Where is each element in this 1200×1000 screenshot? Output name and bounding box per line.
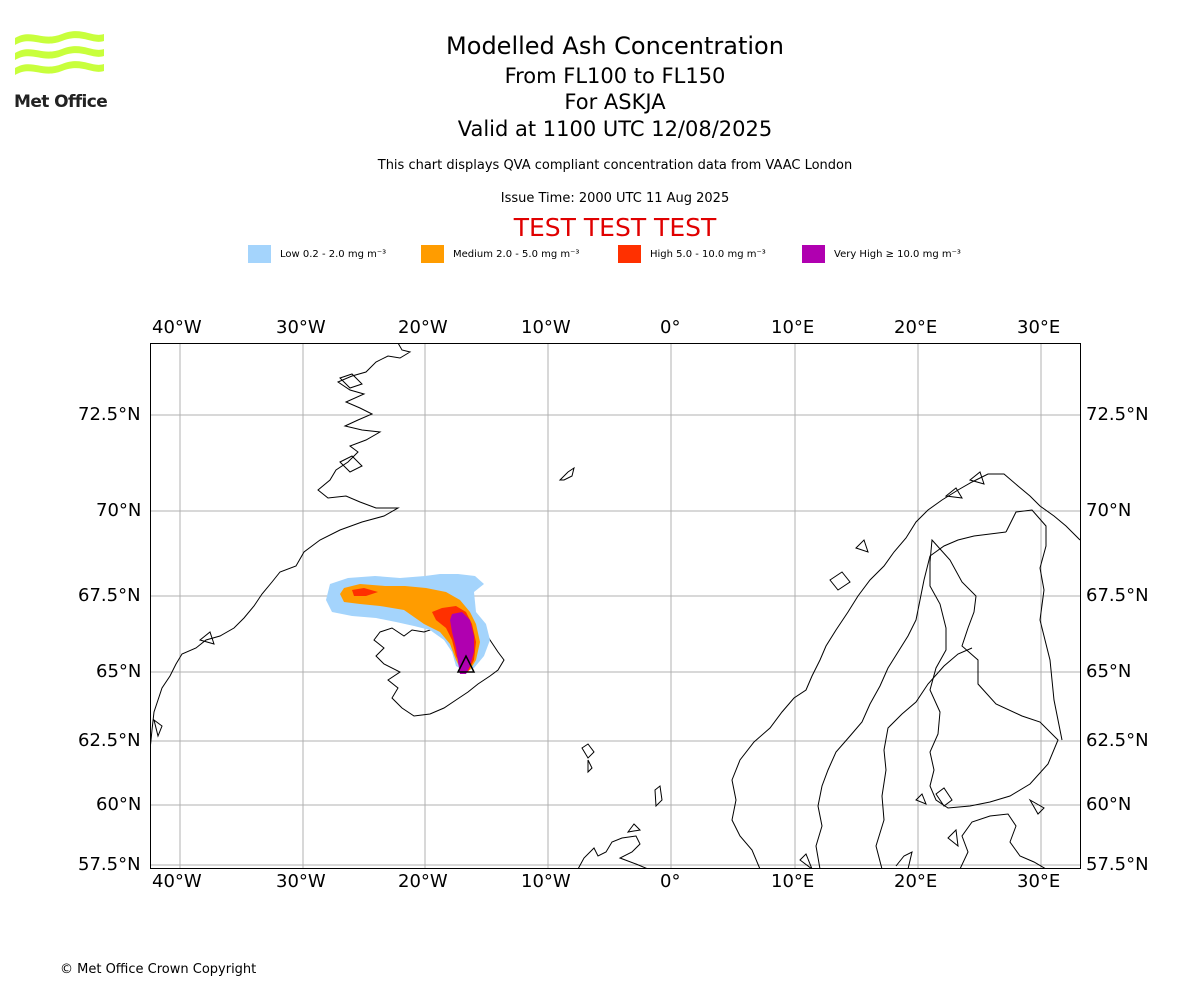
legend-swatch-medium bbox=[421, 245, 444, 263]
coastlines bbox=[150, 343, 1081, 869]
logo-text: Met Office bbox=[14, 92, 108, 112]
lon-tick-bottom: 20°E bbox=[894, 871, 938, 892]
lat-tick-left: 67.5°N bbox=[78, 585, 141, 606]
legend-label-medium: Medium 2.0 - 5.0 mg m⁻³ bbox=[453, 248, 580, 260]
lon-tick-top: 0° bbox=[660, 317, 681, 338]
sweden-coast bbox=[875, 647, 973, 869]
lon-tick-top: 20°E bbox=[894, 317, 938, 338]
legend-item-medium: Medium 2.0 - 5.0 mg m⁻³ bbox=[421, 244, 579, 264]
legend-swatch-very-high bbox=[802, 245, 825, 263]
valid-time: Valid at 1100 UTC 12/08/2025 bbox=[457, 117, 773, 141]
greenland-coast bbox=[150, 343, 412, 751]
lat-tick-left: 65°N bbox=[96, 661, 142, 682]
ash-high bbox=[352, 588, 476, 672]
lat-tick-right: 67.5°N bbox=[1086, 585, 1149, 606]
legend-swatch-high bbox=[618, 245, 641, 263]
lat-tick-left: 57.5°N bbox=[78, 854, 141, 875]
jan-mayen-coast bbox=[558, 466, 575, 481]
lon-tick-bottom: 40°W bbox=[152, 871, 202, 892]
legend-item-high: High 5.0 - 10.0 mg m⁻³ bbox=[618, 244, 766, 264]
legend-label-very-high: Very High ≥ 10.0 mg m⁻³ bbox=[834, 248, 961, 260]
lat-tick-right: 65°N bbox=[1086, 661, 1132, 682]
scandinavia-coast bbox=[731, 473, 1081, 869]
lon-tick-bottom: 10°W bbox=[521, 871, 571, 892]
lon-tick-bottom: 10°E bbox=[771, 871, 815, 892]
lat-tick-right: 60°N bbox=[1086, 794, 1132, 815]
lon-tick-bottom: 30°W bbox=[276, 871, 326, 892]
copyright: © Met Office Crown Copyright bbox=[60, 962, 257, 977]
legend-label-high: High 5.0 - 10.0 mg m⁻³ bbox=[650, 248, 766, 260]
lon-tick-bottom: 30°E bbox=[1017, 871, 1061, 892]
data-source-note: This chart displays QVA compliant concen… bbox=[377, 158, 853, 173]
finland-outline bbox=[929, 538, 1059, 809]
legend-item-very-high: Very High ≥ 10.0 mg m⁻³ bbox=[802, 244, 961, 264]
lon-tick-top: 30°W bbox=[276, 317, 326, 338]
lon-tick-top: 30°E bbox=[1017, 317, 1061, 338]
chart-title: Modelled Ash Concentration bbox=[446, 32, 784, 60]
lon-tick-top: 10°E bbox=[771, 317, 815, 338]
legend-swatch-low bbox=[248, 245, 271, 263]
lat-tick-right: 57.5°N bbox=[1086, 854, 1149, 875]
test-warning: TEST TEST TEST bbox=[513, 213, 717, 242]
lon-tick-top: 10°W bbox=[521, 317, 571, 338]
map-frame bbox=[150, 343, 1081, 869]
ash-medium bbox=[340, 584, 480, 672]
met-office-logo bbox=[15, 31, 104, 75]
lat-tick-left: 72.5°N bbox=[78, 404, 141, 425]
lat-tick-right: 72.5°N bbox=[1086, 404, 1149, 425]
lon-tick-bottom: 20°W bbox=[398, 871, 448, 892]
lat-tick-right: 62.5°N bbox=[1086, 730, 1149, 751]
baltic-coast bbox=[959, 813, 1047, 869]
lat-tick-left: 60°N bbox=[96, 794, 142, 815]
lat-tick-left: 70°N bbox=[96, 500, 142, 521]
scotland-coast bbox=[577, 835, 649, 869]
legend-label-low: Low 0.2 - 2.0 mg m⁻³ bbox=[280, 248, 387, 260]
lon-tick-top: 40°W bbox=[152, 317, 202, 338]
lon-tick-top: 20°W bbox=[398, 317, 448, 338]
lon-tick-bottom: 0° bbox=[660, 871, 681, 892]
volcano-name: For ASKJA bbox=[564, 90, 666, 114]
issue-time: Issue Time: 2000 UTC 11 Aug 2025 bbox=[500, 191, 730, 206]
legend-item-low: Low 0.2 - 2.0 mg m⁻³ bbox=[248, 244, 386, 264]
lat-tick-right: 70°N bbox=[1086, 500, 1132, 521]
volcano-marker bbox=[456, 654, 476, 673]
lat-tick-left: 62.5°N bbox=[78, 730, 141, 751]
border-norway-sweden bbox=[815, 531, 1007, 869]
ash-plume bbox=[326, 574, 490, 674]
flight-levels: From FL100 to FL150 bbox=[504, 64, 726, 88]
